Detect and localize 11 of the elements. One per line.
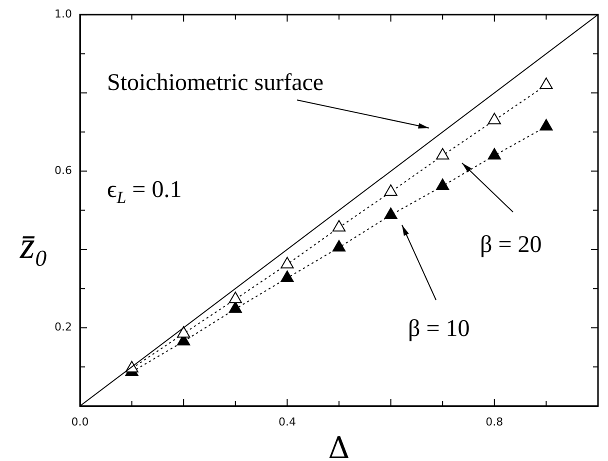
- x-tick-label: 0.4: [278, 415, 296, 428]
- x-tick-label: 0.0: [71, 415, 89, 428]
- annotation: Stoichiometric surface: [107, 70, 324, 96]
- y-tick-label: 0.2: [54, 320, 72, 334]
- annotation: β = 20: [480, 232, 542, 258]
- y-tick-label: 0.6: [54, 164, 72, 178]
- y-axis-title: z̄₀: [19, 225, 48, 267]
- x-axis-title: Δ: [328, 431, 350, 461]
- annotation: β = 10: [408, 316, 470, 342]
- x-tick-label: 0.8: [486, 415, 504, 428]
- y-tick-label: 1.0: [54, 7, 72, 20]
